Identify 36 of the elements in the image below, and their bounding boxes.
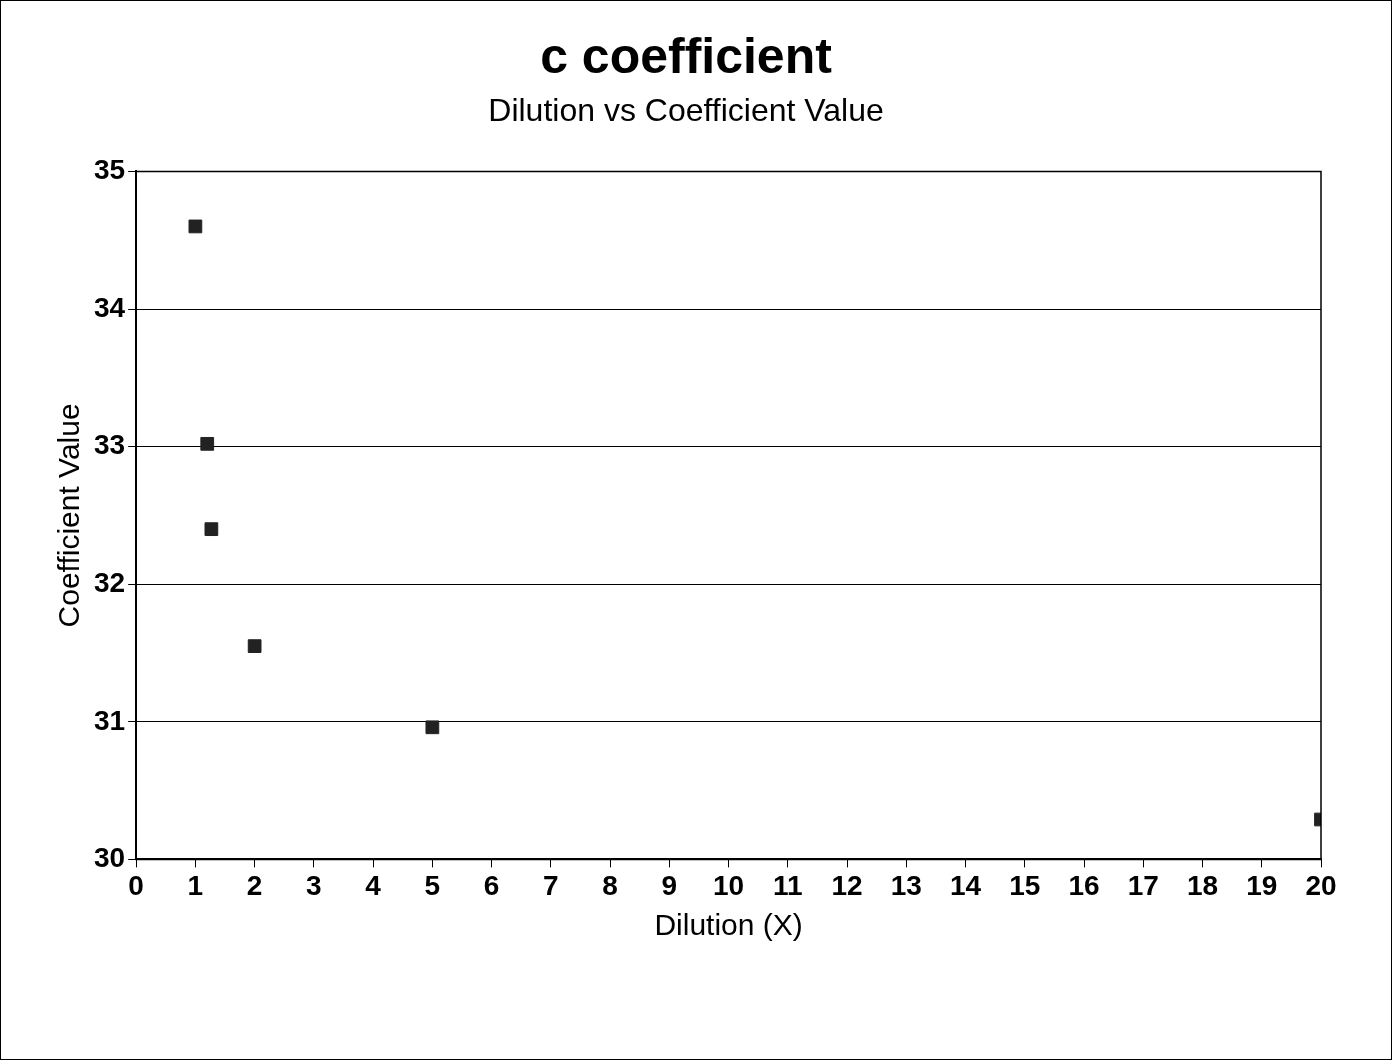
x-tick-label: 9 (661, 869, 678, 901)
x-tick-label: 19 (1246, 869, 1278, 901)
y-tick-label: 33 (93, 429, 126, 461)
y-axis-title: Coefficient Value (52, 403, 86, 628)
x-tick-label: 11 (773, 869, 803, 901)
x-axis-title: Dilution (X) (654, 908, 803, 942)
x-tick-label: 18 (1186, 869, 1219, 901)
x-tick-label: 17 (1127, 869, 1159, 901)
x-tick-label: 3 (306, 869, 322, 901)
x-tick-label: 12 (831, 869, 863, 901)
point (247, 639, 262, 653)
x-tick-label: 10 (712, 869, 745, 901)
x-tick-label: 20 (1305, 869, 1337, 901)
x-tick-label: 4 (365, 869, 382, 901)
y-tick-label: 30 (93, 842, 126, 874)
point (204, 522, 219, 537)
x-tick-label: 5 (424, 869, 441, 901)
point (188, 219, 203, 234)
x-tick-label: 16 (1068, 869, 1100, 901)
x-tick-label: 6 (483, 869, 500, 901)
x-tick-label: 0 (128, 869, 144, 901)
chart-subtitle: Dilution vs Coefficient Value (488, 92, 884, 129)
chart-title: c coefficient (540, 27, 833, 84)
x-tick-label: 2 (246, 869, 263, 901)
point (200, 436, 215, 451)
x-tick-label: 7 (543, 869, 559, 901)
x-tick-label: 1 (187, 869, 204, 901)
x-tick-label: 13 (890, 869, 922, 901)
point (425, 720, 440, 735)
x-tick-label: 8 (602, 869, 618, 901)
y-tick-label: 35 (93, 154, 126, 186)
y-tick-label: 32 (93, 566, 126, 598)
y-tick-label: 34 (93, 291, 126, 323)
y-tick-label: 31 (93, 704, 126, 736)
x-tick-label: 14 (949, 869, 982, 901)
x-tick-label: 15 (1009, 869, 1041, 901)
